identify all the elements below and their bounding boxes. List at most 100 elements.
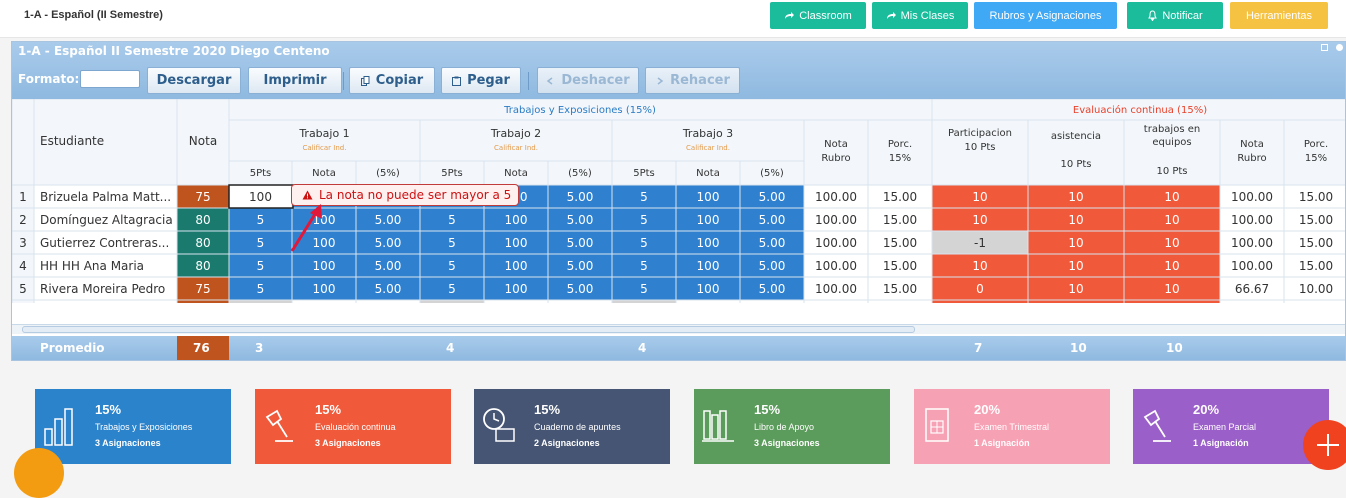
card-name: Examen Trimestral: [974, 422, 1050, 432]
ev-cell[interactable]: [1027, 299, 1125, 303]
category-card[interactable]: 15% Cuaderno de apuntes 2 Asignaciones: [474, 389, 670, 464]
subcol-label: 5Pts: [250, 168, 272, 179]
calc-header-label: Nota: [1240, 139, 1264, 150]
score-value: 5.00: [759, 213, 786, 227]
category-card[interactable]: 15% Libro de Apoyo 3 Asignaciones: [694, 389, 890, 464]
calc-header-label: 15%: [889, 153, 911, 164]
grid-svg: Estudiante Nota Trabajos y Exposiciones (1…: [12, 99, 1345, 303]
subcol-header: [675, 160, 741, 186]
score-cell[interactable]: [675, 299, 741, 303]
format-input[interactable]: [80, 70, 140, 88]
row-number-cell: [12, 299, 35, 303]
score-value: 5.00: [375, 282, 402, 296]
work-header: [419, 119, 613, 162]
calc-header: [803, 119, 869, 186]
top-button-1[interactable]: Mis Clases: [872, 2, 968, 29]
grade-value: 75: [195, 282, 210, 296]
subcol-label: 5Pts: [441, 168, 463, 179]
card-name: Cuaderno de apuntes: [534, 422, 621, 432]
header-grade-label: Nota: [189, 134, 217, 148]
category-card[interactable]: 15% Trabajos y Exposiciones 3 Asignaciones: [35, 389, 231, 464]
calc-header-label: Porc.: [1304, 139, 1328, 150]
top-button-2[interactable]: Rubros y Asignaciones: [974, 2, 1117, 29]
average-ev: 10: [1070, 341, 1087, 355]
score-value: 100: [697, 282, 720, 296]
top-button-label: Mis Clases: [900, 9, 955, 22]
undo-button[interactable]: Deshacer: [537, 67, 639, 94]
nota-rubro2: 100.00: [1231, 259, 1273, 273]
scrollbar-thumb[interactable]: [22, 326, 915, 333]
course-title: 1-A - Español (II Semestre): [24, 9, 163, 21]
subcol-label: (5%): [568, 168, 592, 179]
subcol-label: (5%): [760, 168, 784, 179]
average-row: Promedio 76 3 4 4 7 10 10: [12, 336, 1345, 360]
card-percent: 15%: [95, 402, 122, 417]
ev-cell[interactable]: [931, 299, 1029, 303]
work-note: Calificar Ind.: [494, 144, 538, 152]
calc-header: [1219, 119, 1285, 186]
ev-header-label: trabajos en: [1144, 124, 1200, 135]
close-icon[interactable]: [1336, 44, 1343, 51]
category-card[interactable]: 20% Examen Parcial 1 Asignación: [1133, 389, 1329, 464]
score-value: 100: [697, 190, 720, 204]
score-cell[interactable]: [611, 299, 677, 303]
score-value: 5: [640, 190, 648, 204]
calc-header-label: Nota: [824, 139, 848, 150]
paste-button[interactable]: Pegar: [441, 67, 521, 94]
arrow-annotation-icon: [290, 204, 322, 252]
panel-controls: [1321, 44, 1343, 51]
ev-value: 10: [1068, 236, 1083, 250]
average-grade-cell: [177, 336, 229, 360]
download-button[interactable]: Descargar: [147, 67, 241, 94]
score-cell[interactable]: [291, 299, 357, 303]
average-label: Promedio: [40, 341, 105, 355]
copy-label: Copiar: [375, 73, 424, 88]
ev-value: 10: [1164, 213, 1179, 227]
ev-cell[interactable]: [1123, 299, 1221, 303]
grade-value: 75: [195, 190, 210, 204]
help-button[interactable]: [14, 448, 64, 498]
ev-header: [1123, 119, 1221, 186]
horizontal-scrollbar[interactable]: [12, 324, 1345, 334]
top-button-0[interactable]: Classroom: [770, 2, 866, 29]
row-number: 4: [19, 259, 27, 273]
row-number: 3: [19, 236, 27, 250]
print-label: Imprimir: [263, 73, 327, 88]
subcol-label: 5Pts: [633, 168, 655, 179]
print-button[interactable]: Imprimir: [248, 67, 342, 94]
category-card[interactable]: 20% Examen Trimestral 1 Asignación: [914, 389, 1110, 464]
card-count: 3 Asignaciones: [315, 438, 381, 448]
work-name: Trabajo 3: [682, 127, 733, 140]
category-card[interactable]: 15% Evaluación continua 3 Asignaciones: [255, 389, 451, 464]
nota-rubro: 100.00: [815, 259, 857, 273]
copy-button[interactable]: Copiar: [349, 67, 435, 94]
redo-button[interactable]: Rehacer: [645, 67, 740, 94]
porc2-value: 10.00: [1299, 282, 1333, 296]
divider: [343, 72, 344, 90]
add-button[interactable]: [1303, 420, 1346, 470]
top-button-3[interactable]: Notificar: [1127, 2, 1223, 29]
card-percent: 20%: [974, 402, 1001, 417]
score-cell[interactable]: [739, 299, 805, 303]
divider: [528, 72, 529, 90]
score-cell[interactable]: [547, 299, 613, 303]
calc-header-label: Rubro: [1237, 153, 1266, 164]
score-cell[interactable]: [228, 299, 293, 303]
score-value: 100: [505, 213, 528, 227]
score-cell[interactable]: [355, 299, 421, 303]
maximize-icon[interactable]: [1321, 44, 1328, 51]
card-count: 3 Asignaciones: [95, 438, 161, 448]
score-cell[interactable]: [419, 299, 485, 303]
nota-rubro2: 100.00: [1231, 236, 1273, 250]
top-button-4[interactable]: Herramientas: [1230, 2, 1328, 29]
score-value: 100: [313, 236, 336, 250]
ev-header-label: equipos: [1152, 137, 1191, 148]
calc-header-label: Rubro: [821, 153, 850, 164]
average-grade: 76: [193, 341, 210, 355]
subcol-label: (5%): [376, 168, 400, 179]
ev-header-label: asistencia: [1051, 131, 1101, 142]
score-value: 5: [257, 236, 265, 250]
student-cell[interactable]: [33, 299, 178, 303]
row-number: 1: [19, 190, 27, 204]
score-cell[interactable]: [483, 299, 549, 303]
